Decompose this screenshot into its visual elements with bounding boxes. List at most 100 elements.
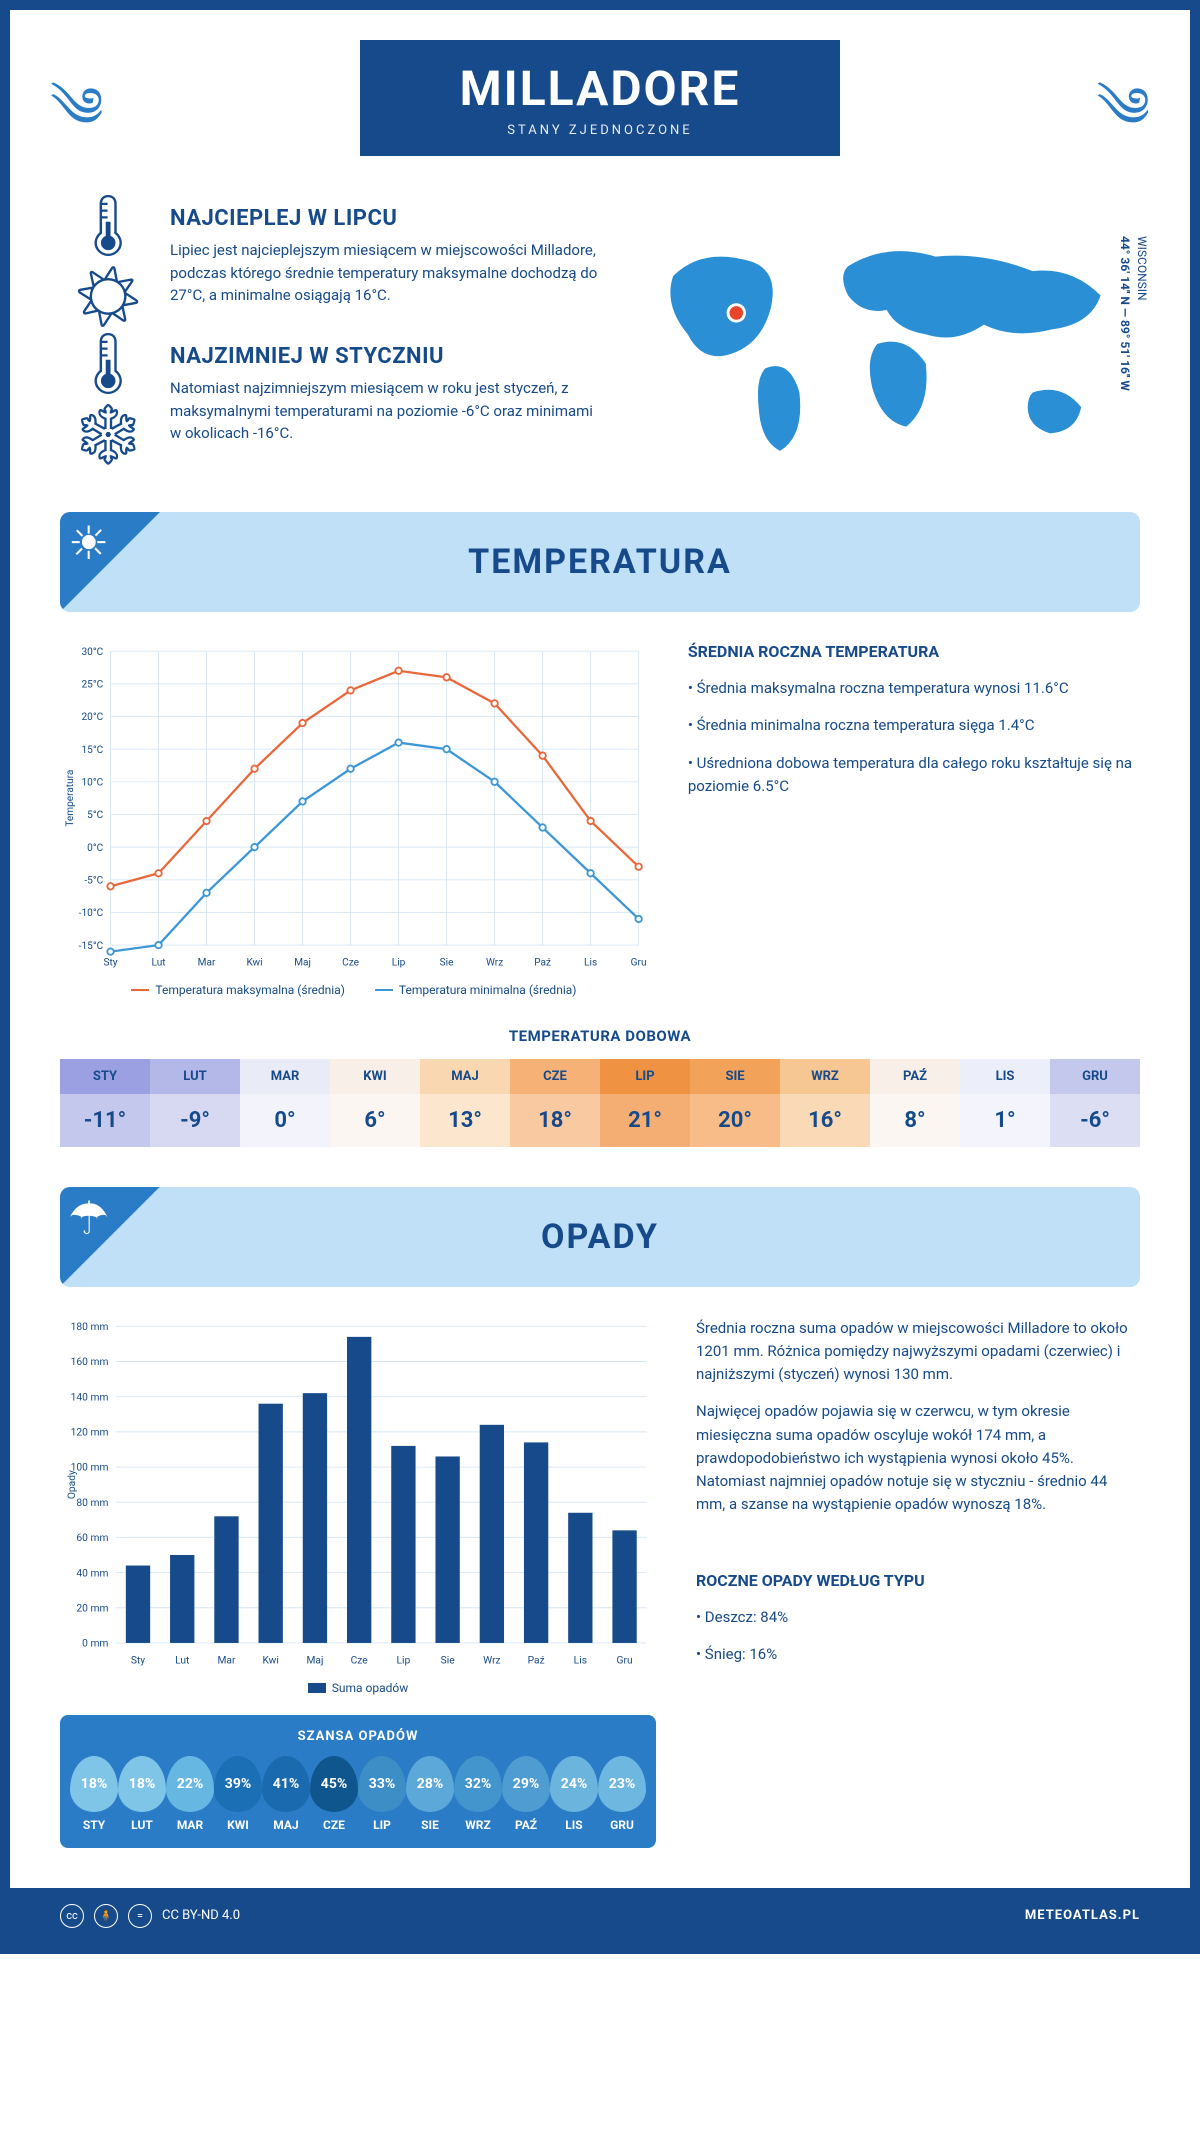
precip-chance-drop: 28% SIE xyxy=(406,1756,454,1832)
temperature-summary: ŚREDNIA ROCZNA TEMPERATURA • Średnia mak… xyxy=(688,642,1140,997)
legend-max: Temperatura maksymalna (średnia) xyxy=(155,983,345,997)
thermometer-snow-icon: 🌡❄ xyxy=(70,344,150,454)
svg-text:Kwi: Kwi xyxy=(247,957,263,968)
svg-text:-15°C: -15°C xyxy=(79,941,104,952)
svg-text:80 mm: 80 mm xyxy=(76,1496,108,1509)
svg-text:120 mm: 120 mm xyxy=(71,1425,109,1438)
cc-icon: cc xyxy=(60,1904,84,1928)
daily-temp-title: TEMPERATURA DOBOWA xyxy=(60,1027,1140,1045)
svg-text:-5°C: -5°C xyxy=(84,875,103,886)
by-icon: 🧍 xyxy=(94,1904,118,1928)
svg-text:Lis: Lis xyxy=(574,1653,587,1666)
precip-chance-drop: 32% WRZ xyxy=(454,1756,502,1832)
thermometer-sun-icon: 🌡☀ xyxy=(70,206,150,316)
section-title: TEMPERATURA xyxy=(468,542,732,582)
svg-text:10°C: 10°C xyxy=(81,777,103,788)
svg-text:Lut: Lut xyxy=(151,957,165,968)
daily-cell: WRZ 16° xyxy=(780,1059,870,1147)
daily-cell: SIE 20° xyxy=(690,1059,780,1147)
precip-chance-drop: 18% STY xyxy=(70,1756,118,1832)
summary-bullet: • Średnia minimalna roczna temperatura s… xyxy=(688,714,1140,737)
coord-lat: 44° 36' 14'' N xyxy=(1118,236,1132,305)
svg-text:Paź: Paź xyxy=(528,1653,545,1666)
legend-min: Temperatura minimalna (średnia) xyxy=(399,983,577,997)
svg-text:Gru: Gru xyxy=(617,1653,633,1666)
svg-text:-10°C: -10°C xyxy=(79,908,104,919)
svg-text:0 mm: 0 mm xyxy=(82,1636,108,1649)
chart-legend: Temperatura maksymalna (średnia) Tempera… xyxy=(60,983,648,997)
summary-bullet: • Uśredniona dobowa temperatura dla całe… xyxy=(688,752,1140,799)
legend-precip: Suma opadów xyxy=(332,1681,409,1695)
svg-text:Lis: Lis xyxy=(584,957,597,968)
svg-text:Lut: Lut xyxy=(175,1653,189,1666)
nd-icon: = xyxy=(128,1904,152,1928)
svg-text:140 mm: 140 mm xyxy=(71,1390,109,1403)
svg-text:Maj: Maj xyxy=(294,957,311,968)
precip-chance-drop: 33% LIP xyxy=(358,1756,406,1832)
warm-fact: 🌡☀ NAJCIEPLEJ W LIPCU Lipiec jest najcie… xyxy=(70,206,604,316)
svg-text:160 mm: 160 mm xyxy=(71,1355,109,1368)
svg-text:Gru: Gru xyxy=(631,957,647,968)
precip-chance-drop: 29% PAŹ xyxy=(502,1756,550,1832)
daily-temp-table: STY -11° LUT -9° MAR 0° KWI 6° MAJ 13° C… xyxy=(60,1059,1140,1147)
svg-text:40 mm: 40 mm xyxy=(76,1566,108,1579)
precip-type-rain: • Deszcz: 84% xyxy=(696,1606,1140,1629)
footer: cc 🧍 = CC BY-ND 4.0 METEOATLAS.PL xyxy=(10,1888,1190,1944)
svg-text:Temperatura: Temperatura xyxy=(65,770,76,827)
wind-icon: ༄ xyxy=(50,45,103,203)
precip-chance-drop: 23% GRU xyxy=(598,1756,646,1832)
header: ༄ ༄ MILLADORE STANY ZJEDNOCZONE xyxy=(10,10,1190,196)
svg-text:20°C: 20°C xyxy=(81,712,103,723)
svg-text:Sie: Sie xyxy=(440,957,454,968)
precip-paragraph: Najwięcej opadów pojawia się w czerwcu, … xyxy=(696,1400,1140,1516)
page: ༄ ༄ MILLADORE STANY ZJEDNOCZONE 🌡☀ NAJCI… xyxy=(0,0,1200,1954)
warm-fact-text: Lipiec jest najcieplejszym miesiącem w m… xyxy=(170,239,604,307)
daily-cell: STY -11° xyxy=(60,1059,150,1147)
temperature-chart: -15°C-10°C-5°C0°C5°C10°C15°C20°C25°C30°C… xyxy=(60,642,648,997)
svg-text:Maj: Maj xyxy=(306,1653,323,1666)
precip-chart: 0 mm20 mm40 mm60 mm80 mm100 mm120 mm140 … xyxy=(60,1317,656,1848)
intro-row: 🌡☀ NAJCIEPLEJ W LIPCU Lipiec jest najcie… xyxy=(10,196,1190,512)
precip-paragraph: Średnia roczna suma opadów w miejscowośc… xyxy=(696,1317,1140,1387)
coord-region: WISCONSIN xyxy=(1135,236,1149,301)
svg-text:30°C: 30°C xyxy=(81,647,103,658)
chart-legend: Suma opadów xyxy=(60,1681,656,1695)
summary-heading: ŚREDNIA ROCZNA TEMPERATURA xyxy=(688,642,1140,661)
svg-text:Sty: Sty xyxy=(131,1653,145,1666)
precip-chance-drop: 24% LIS xyxy=(550,1756,598,1832)
section-title: OPADY xyxy=(541,1217,659,1257)
svg-text:15°C: 15°C xyxy=(81,745,103,756)
svg-text:Paź: Paź xyxy=(534,957,551,968)
sun-icon: ☀ xyxy=(60,512,170,612)
precip-chance-drop: 41% MAJ xyxy=(262,1756,310,1832)
svg-text:Kwi: Kwi xyxy=(263,1653,279,1666)
svg-text:0°C: 0°C xyxy=(87,843,103,854)
svg-text:Opady: Opady xyxy=(65,1470,78,1499)
precip-section: ☂ OPADY 0 mm20 mm40 mm60 mm80 mm100 mm12… xyxy=(60,1187,1140,1848)
site-name: METEOATLAS.PL xyxy=(1025,1908,1140,1923)
svg-text:Cze: Cze xyxy=(351,1653,369,1666)
coordinates: WISCONSIN 44° 36' 14'' N — 89° 51' 16'' … xyxy=(1116,236,1150,391)
daily-cell: LUT -9° xyxy=(150,1059,240,1147)
wind-icon: ༄ xyxy=(1097,45,1150,203)
svg-text:Cze: Cze xyxy=(342,957,359,968)
license-block: cc 🧍 = CC BY-ND 4.0 xyxy=(60,1904,240,1928)
warm-fact-title: NAJCIEPLEJ W LIPCU xyxy=(170,206,604,231)
precip-chance-drop: 18% LUT xyxy=(118,1756,166,1832)
svg-text:Wrz: Wrz xyxy=(483,1653,501,1666)
precip-summary: Średnia roczna suma opadów w miejscowośc… xyxy=(696,1317,1140,1848)
cold-fact-text: Natomiast najzimniejszym miesiącem w rok… xyxy=(170,377,604,445)
cold-fact: 🌡❄ NAJZIMNIEJ W STYCZNIU Natomiast najzi… xyxy=(70,344,604,454)
daily-cell: PAŹ 8° xyxy=(870,1059,960,1147)
svg-text:Lip: Lip xyxy=(392,957,406,968)
svg-text:Mar: Mar xyxy=(198,957,216,968)
title-banner: MILLADORE STANY ZJEDNOCZONE xyxy=(360,40,841,156)
daily-cell: LIP 21° xyxy=(600,1059,690,1147)
svg-text:25°C: 25°C xyxy=(81,680,103,691)
facts-column: 🌡☀ NAJCIEPLEJ W LIPCU Lipiec jest najcie… xyxy=(70,206,604,482)
svg-text:60 mm: 60 mm xyxy=(76,1531,108,1544)
precip-chance-title: SZANSA OPADÓW xyxy=(70,1729,646,1744)
precip-chance-drop: 22% MAR xyxy=(166,1756,214,1832)
section-banner: ☂ OPADY xyxy=(60,1187,1140,1287)
daily-cell: GRU -6° xyxy=(1050,1059,1140,1147)
